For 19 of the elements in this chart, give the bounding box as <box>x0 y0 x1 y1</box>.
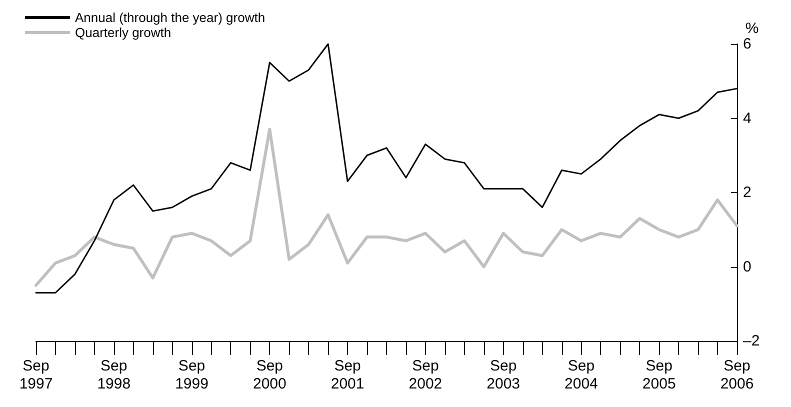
x-tick-label: Sep 2002 <box>408 358 442 392</box>
legend-label: Quarterly growth <box>75 25 172 40</box>
y-tick-label: 0 <box>743 258 752 276</box>
x-tick-label: Sep 2001 <box>330 358 364 392</box>
y-tick-label: 6 <box>743 36 752 52</box>
y-tick-label: –2 <box>743 332 760 350</box>
y-axis-title: % <box>745 20 759 37</box>
x-tick-label: Sep 1998 <box>97 358 131 392</box>
x-tick-label: Sep 2005 <box>642 358 676 392</box>
x-tick-label: Sep 1999 <box>175 358 208 392</box>
x-tick-label: Sep 1997 <box>19 358 53 392</box>
x-tick-label: Sep 2000 <box>252 358 286 392</box>
y-tick-label: 4 <box>743 110 752 127</box>
x-tick-label: Sep 2003 <box>486 358 520 392</box>
legend-label: Annual (through the year) growth <box>75 10 266 25</box>
line-series <box>34 128 738 287</box>
x-tick-label: Sep 2006 <box>720 358 754 392</box>
x-tick-label: Sep 2004 <box>564 358 598 392</box>
y-tick-label: 2 <box>743 184 752 201</box>
